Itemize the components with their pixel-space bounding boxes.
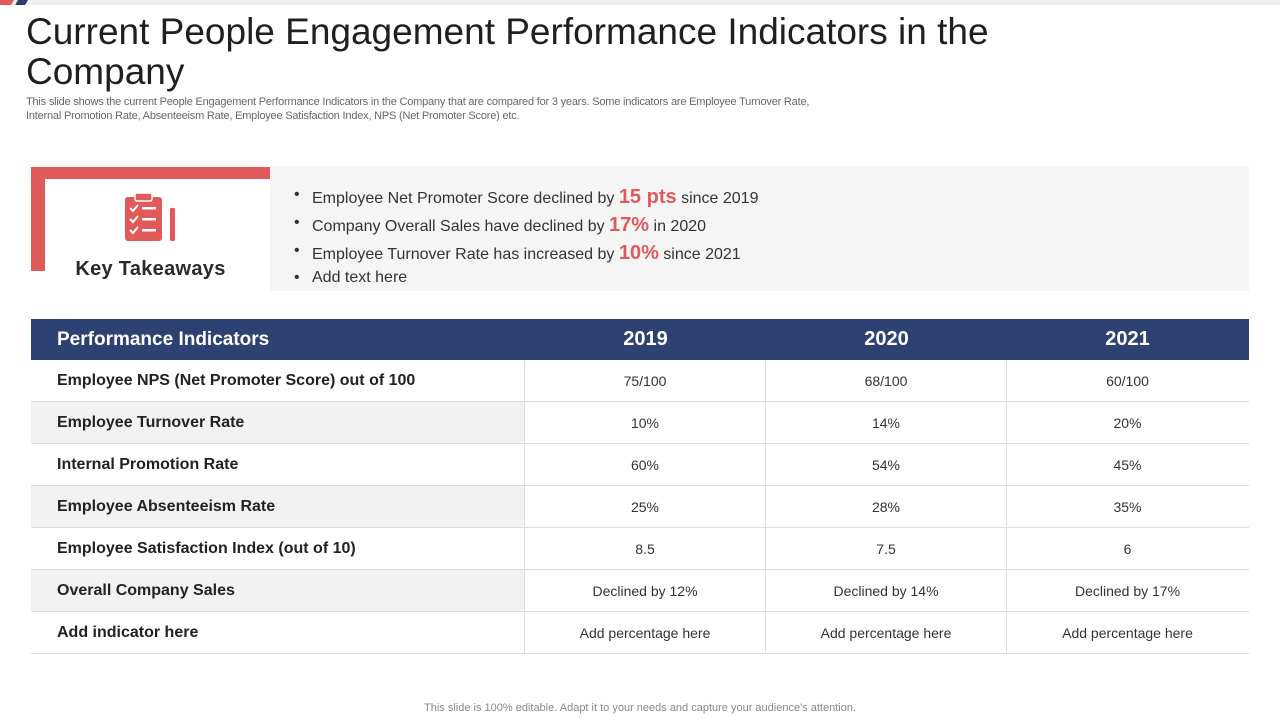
table-row: Employee Turnover Rate 10% 14% 20% bbox=[31, 402, 1249, 444]
cell-2019: 10% bbox=[525, 402, 766, 443]
header-2019: 2019 bbox=[623, 328, 668, 350]
table-row: Overall Company Sales Declined by 12% De… bbox=[31, 570, 1249, 612]
cell-2021: 6 bbox=[1007, 528, 1248, 569]
performance-indicators-table: Performance Indicators 2019 2020 2021 Em… bbox=[31, 319, 1249, 654]
card-accent-top bbox=[31, 167, 270, 179]
takeaway-bullet-1: • Employee Net Promoter Score declined by… bbox=[294, 186, 759, 208]
row-label: Overall Company Sales bbox=[31, 570, 525, 611]
slide-title: Current People Engagement Performance In… bbox=[26, 11, 989, 92]
bullet-dot: • bbox=[294, 242, 300, 259]
table-row: Employee NPS (Net Promoter Score) out of… bbox=[31, 360, 1249, 402]
cell-2019: Declined by 12% bbox=[525, 570, 766, 611]
cell-2021: 20% bbox=[1007, 402, 1248, 443]
cell-2020: Add percentage here bbox=[766, 612, 1007, 653]
key-takeaways-card bbox=[31, 167, 270, 291]
bullet-dot: • bbox=[294, 214, 300, 231]
row-label: Employee Absenteeism Rate bbox=[31, 486, 525, 527]
cell-2021: 35% bbox=[1007, 486, 1248, 527]
slide-subtitle: This slide shows the current People Enga… bbox=[26, 95, 926, 123]
row-label: Employee Turnover Rate bbox=[31, 402, 525, 443]
bullet-dot: • bbox=[294, 269, 300, 286]
top-accent-bar bbox=[0, 0, 1280, 5]
subtitle-line-2: Internal Promotion Rate, Absenteeism Rat… bbox=[26, 110, 520, 122]
takeaway-bullet-4: • Add text here bbox=[294, 269, 408, 286]
cell-2021: 60/100 bbox=[1007, 360, 1248, 401]
cell-2019: 8.5 bbox=[525, 528, 766, 569]
cell-2021: 45% bbox=[1007, 444, 1248, 485]
cell-2020: 28% bbox=[766, 486, 1007, 527]
takeaway-bullet-3: • Employee Turnover Rate has increased by… bbox=[294, 242, 741, 264]
table-row: Add indicator here Add percentage here A… bbox=[31, 612, 1249, 654]
header-2021: 2021 bbox=[1105, 328, 1150, 350]
table-header: Performance Indicators 2019 2020 2021 bbox=[31, 319, 1249, 360]
cell-2020: Declined by 14% bbox=[766, 570, 1007, 611]
cell-2020: 7.5 bbox=[766, 528, 1007, 569]
clipboard-checklist-icon bbox=[125, 193, 175, 241]
subtitle-line-1: This slide shows the current People Enga… bbox=[26, 96, 810, 108]
table-row: Internal Promotion Rate 60% 54% 45% bbox=[31, 444, 1249, 486]
cell-2019: 60% bbox=[525, 444, 766, 485]
row-label: Internal Promotion Rate bbox=[31, 444, 525, 485]
table-row: Employee Absenteeism Rate 25% 28% 35% bbox=[31, 486, 1249, 528]
takeaway-bullet-2: • Company Overall Sales have declined by … bbox=[294, 214, 707, 236]
row-label: Employee NPS (Net Promoter Score) out of… bbox=[31, 360, 525, 401]
cell-2020: 54% bbox=[766, 444, 1007, 485]
cell-2020: 14% bbox=[766, 402, 1007, 443]
slide-footer: This slide is 100% editable. Adapt it to… bbox=[424, 702, 856, 714]
cell-2021: Declined by 17% bbox=[1007, 570, 1248, 611]
highlight-value: 17% bbox=[609, 214, 650, 236]
cell-2020: 68/100 bbox=[766, 360, 1007, 401]
cell-2019: Add percentage here bbox=[525, 612, 766, 653]
cell-2021: Add percentage here bbox=[1007, 612, 1248, 653]
bullet-dot: • bbox=[294, 186, 300, 203]
row-label: Add indicator here bbox=[31, 612, 525, 653]
card-accent-left bbox=[31, 167, 45, 271]
header-indicators: Performance Indicators bbox=[57, 328, 270, 350]
header-2020: 2020 bbox=[864, 328, 909, 350]
highlight-value: 15 pts bbox=[618, 186, 677, 208]
highlight-value: 10% bbox=[618, 242, 659, 264]
cell-2019: 25% bbox=[525, 486, 766, 527]
takeaways-bullets: • Employee Net Promoter Score declined by… bbox=[270, 166, 1249, 291]
cell-2019: 75/100 bbox=[525, 360, 766, 401]
table-row: Employee Satisfaction Index (out of 10) … bbox=[31, 528, 1249, 570]
key-takeaways-label: Key Takeaways bbox=[75, 258, 226, 280]
row-label: Employee Satisfaction Index (out of 10) bbox=[31, 528, 525, 569]
